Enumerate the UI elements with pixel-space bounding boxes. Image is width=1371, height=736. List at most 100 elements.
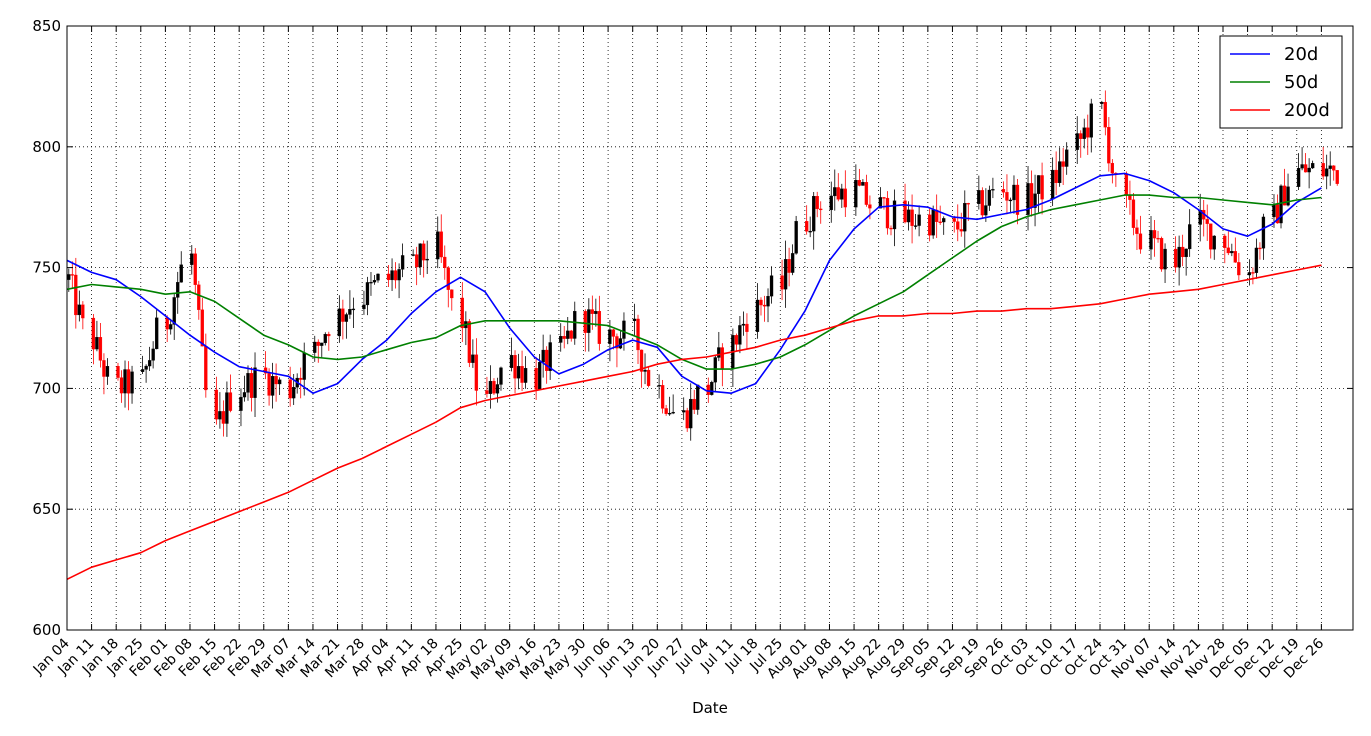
candle-body (889, 227, 893, 230)
candle-body (643, 369, 647, 372)
candle-body (759, 299, 763, 306)
candle-body (123, 369, 127, 394)
candle-body (165, 317, 169, 330)
candle-body (74, 274, 78, 316)
candle-body (1029, 183, 1034, 208)
candle-body (657, 385, 661, 387)
candle-body (910, 209, 914, 226)
candle-body (418, 243, 422, 268)
legend-label-200d: 200d (1284, 100, 1330, 121)
candle-body (144, 365, 148, 370)
candle-body (425, 258, 429, 261)
candle-body (1188, 224, 1192, 250)
candle-body (485, 390, 489, 394)
candle-body (1237, 262, 1241, 276)
candle-body (274, 376, 278, 385)
candle-body (1054, 169, 1058, 184)
candle-body (299, 377, 303, 380)
x-axis-label: Date (692, 699, 728, 717)
candle-body (1089, 103, 1093, 138)
candle-body (959, 229, 963, 232)
candle-body (126, 369, 131, 394)
candle-body (1050, 169, 1055, 200)
candle-body (320, 342, 324, 346)
candle-body (1058, 161, 1062, 184)
candle-body (1152, 230, 1157, 239)
candle-body (1251, 272, 1255, 274)
candle-body (313, 341, 317, 353)
candle-body (766, 296, 770, 307)
candle-body (1124, 173, 1129, 196)
ma-line-50d (66, 194, 1322, 370)
candle-body (176, 282, 180, 298)
candle-body (179, 264, 183, 283)
candle-body (545, 349, 549, 371)
candle-body (439, 231, 443, 258)
candle-body (1103, 101, 1107, 128)
candle-body (878, 197, 883, 209)
candle-body (516, 366, 521, 379)
candle-body (1138, 233, 1143, 250)
candle-body (636, 318, 640, 351)
candle-body (639, 349, 644, 372)
candle-body (829, 195, 833, 211)
candle-body (611, 329, 616, 337)
candle-body (1033, 193, 1037, 208)
candle-body (204, 345, 208, 391)
plot-background (67, 26, 1353, 630)
candle-body (646, 369, 651, 386)
candle-body (966, 203, 970, 205)
candle-body (450, 289, 454, 299)
candle-body (460, 297, 464, 329)
candle-body (471, 354, 475, 363)
candle-body (362, 304, 366, 310)
candle-body (1177, 246, 1181, 268)
candle-body (745, 323, 749, 332)
candle-body (415, 254, 419, 268)
candle-body (288, 379, 292, 399)
candle-body (1209, 223, 1213, 250)
candle-body (903, 200, 907, 223)
candle-body (221, 411, 226, 424)
candle-body (927, 214, 932, 236)
candle-body (1184, 248, 1188, 258)
candle-body (337, 308, 342, 337)
candle-body (70, 274, 74, 276)
candle-body (344, 314, 349, 322)
y-tick-label: 800 (32, 138, 61, 156)
candle-body (861, 181, 865, 186)
candle-body (738, 325, 742, 345)
candle-body (938, 221, 942, 223)
candle-body (386, 273, 391, 281)
candle-body (769, 275, 774, 297)
candle-body (270, 376, 275, 396)
candle-body (717, 347, 721, 358)
candle-body (1180, 246, 1185, 258)
candle-body (1015, 184, 1020, 215)
candle-body (390, 270, 394, 281)
candle-body (632, 318, 637, 322)
candle-body (351, 308, 356, 311)
candle-body (1307, 167, 1311, 173)
candle-body (987, 189, 992, 206)
candle-body (608, 329, 612, 344)
candle-body (819, 208, 823, 211)
candle-body (1012, 184, 1016, 201)
candle-body (590, 309, 594, 314)
candle-body (977, 190, 981, 204)
candle-body (1075, 133, 1079, 150)
candle-body (885, 197, 890, 229)
candle-body (1135, 227, 1139, 234)
ma-line-20d (66, 172, 1322, 395)
candle-body (1321, 163, 1325, 177)
candle-body (836, 187, 840, 200)
candle-body (682, 410, 686, 413)
candle-body (583, 311, 587, 333)
candle-body (513, 355, 517, 379)
candle-body (667, 412, 672, 415)
candle-body (520, 366, 524, 383)
candle-body (91, 317, 96, 350)
candle-body (151, 348, 155, 361)
candle-body (147, 360, 152, 367)
